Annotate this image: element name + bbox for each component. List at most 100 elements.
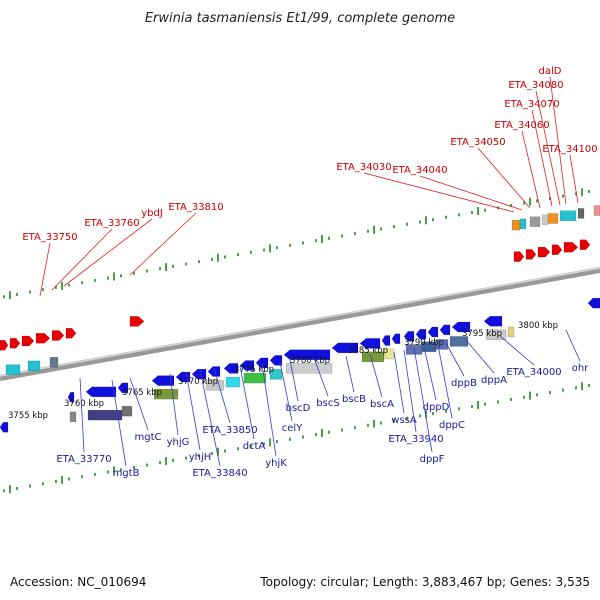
feature-block xyxy=(593,205,600,216)
kbp-tick-label: 3795 kbp xyxy=(462,329,502,339)
feature-block xyxy=(507,326,515,338)
reverse-gene-arrow xyxy=(587,297,600,309)
forward-gene-arrow xyxy=(9,338,21,349)
forward-gene-arrow xyxy=(537,246,551,258)
bottom-leader-line xyxy=(185,371,201,451)
forward-gene-arrow xyxy=(0,340,9,351)
genome-summary: Topology: circular; Length: 3,883,467 bp… xyxy=(259,575,590,589)
reverse-gene-arrow xyxy=(239,360,255,371)
bottom-leader-line xyxy=(345,355,355,393)
forward-gene-arrow xyxy=(65,327,77,339)
reverse-gene-arrow xyxy=(255,357,269,369)
bottom-gene-label: ETA_33850 xyxy=(202,425,257,436)
top-leader-line xyxy=(63,218,153,287)
bottom-gene-label: ETA_33770 xyxy=(56,454,111,465)
feature-block xyxy=(243,372,267,384)
bottom-leader-line xyxy=(169,373,179,436)
top-leader-line xyxy=(531,109,553,207)
top-gene-label: ETA_34050 xyxy=(450,137,505,148)
bottom-leader-line xyxy=(413,347,433,453)
top-gene-label: dalD xyxy=(539,66,562,77)
feature-block xyxy=(547,213,559,224)
top-gene-label: ETA_34030 xyxy=(336,162,391,173)
top-leader-line xyxy=(363,172,515,213)
bottom-leader-line xyxy=(445,342,465,377)
map-title: Erwinia tasmaniensis Et1/99, complete ge… xyxy=(145,11,455,26)
feature-block xyxy=(559,210,577,222)
bottom-gene-label: yhjK xyxy=(265,458,287,469)
feature-block xyxy=(27,360,41,372)
bottom-gene-label: mgtC xyxy=(135,432,162,443)
top-gene-label: ETA_33760 xyxy=(84,218,139,229)
reverse-gene-arrow xyxy=(191,368,207,380)
bottom-leader-line xyxy=(213,367,231,424)
bottom-leader-line xyxy=(499,335,535,366)
kbp-tick-label: 3780 kbp xyxy=(290,356,330,366)
bottom-gene-label: ETA_33940 xyxy=(388,434,443,445)
feature-block xyxy=(5,364,21,375)
top-gene-label: ETA_34060 xyxy=(494,120,549,131)
kbp-tick-label: 3765 kbp xyxy=(122,388,162,398)
bottom-leader-line xyxy=(239,365,255,440)
top-leader-line xyxy=(521,130,541,209)
reverse-gene-arrow xyxy=(439,324,451,336)
forward-gene-arrow xyxy=(551,244,563,255)
bottom-gene-label: dppB xyxy=(451,378,477,389)
kbp-tick-label: 3760 kbp xyxy=(64,399,104,409)
bottom-gene-label: ohr xyxy=(572,363,589,374)
bottom-gene-label: ETA_34000 xyxy=(506,367,561,378)
bottom-gene-label: wssA xyxy=(391,415,417,426)
upper-guide-line xyxy=(3,188,590,300)
bottom-gene-label: ETA_33840 xyxy=(192,468,247,479)
reverse-gene-arrow xyxy=(331,342,359,354)
top-gene-label: ybdJ xyxy=(141,208,163,219)
forward-gene-arrow xyxy=(579,239,591,250)
reverse-gene-arrow xyxy=(391,333,401,344)
forward-gene-arrow xyxy=(563,241,579,253)
bottom-leader-line xyxy=(279,361,293,422)
reverse-gene-arrow xyxy=(415,328,427,340)
bottom-gene-label: dppF xyxy=(420,454,445,465)
bottom-leader-line xyxy=(437,344,453,419)
bottom-gene-label: celY xyxy=(282,423,303,434)
bottom-leader-line xyxy=(403,349,417,433)
bottom-gene-label: yhjG xyxy=(167,437,190,448)
feature-block xyxy=(529,216,541,227)
reverse-gene-arrow xyxy=(67,391,75,403)
forward-gene-arrow xyxy=(21,335,35,347)
bottom-leader-line xyxy=(465,339,495,374)
bottom-gene-label: bscD xyxy=(286,403,311,414)
feature-block xyxy=(121,405,133,417)
feature-block xyxy=(49,357,59,368)
forward-gene-arrow xyxy=(35,333,51,344)
bottom-leader-line xyxy=(565,329,581,362)
bottom-gene-label: yhjH xyxy=(189,452,212,463)
kbp-tick-label: 3775 kbp xyxy=(234,365,274,375)
feature-block xyxy=(205,380,225,391)
reverse-gene-arrow xyxy=(223,363,239,374)
bottom-gene-label: bscB xyxy=(342,394,366,405)
reverse-gene-arrow xyxy=(85,386,117,398)
feature-block xyxy=(541,214,549,226)
feature-block xyxy=(69,411,77,423)
kbp-tick-label: 3790 kbp xyxy=(404,338,444,348)
top-leader-line xyxy=(129,212,197,276)
kbp-tick-label: 3755 kbp xyxy=(8,411,48,421)
bottom-gene-label: mgtB xyxy=(113,468,140,479)
top-leader-line xyxy=(51,228,113,291)
feature-block xyxy=(519,218,527,230)
top-gene-label: ETA_34100 xyxy=(542,144,597,155)
feature-block xyxy=(485,329,507,340)
bottom-gene-label: dppA xyxy=(481,375,507,386)
top-gene-label: ETA_33750 xyxy=(22,232,77,243)
forward-gene-arrow xyxy=(513,251,525,262)
bottom-leader-line xyxy=(369,353,383,398)
reverse-gene-arrow xyxy=(0,422,9,433)
bottom-leader-line xyxy=(261,363,277,457)
bottom-leader-line xyxy=(423,346,437,401)
top-leader-line xyxy=(569,154,579,204)
forward-gene-arrow xyxy=(129,316,145,327)
top-gene-label: ETA_34070 xyxy=(504,99,559,110)
